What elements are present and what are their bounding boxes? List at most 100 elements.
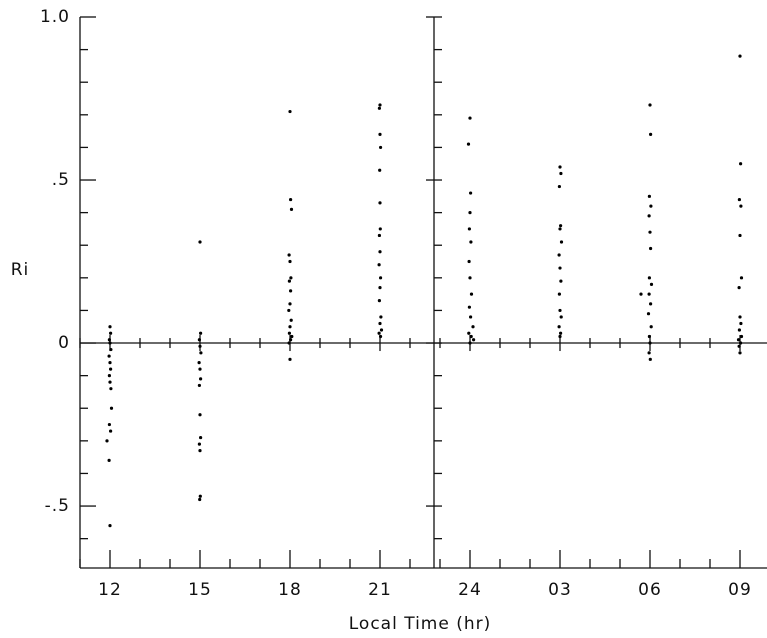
point [646,312,651,316]
point [289,318,293,322]
point [647,334,652,339]
point [378,201,382,205]
point [736,338,741,342]
point [649,325,653,329]
point [109,387,113,391]
point [647,214,651,218]
point [197,338,201,342]
point [289,289,293,293]
point [108,341,112,345]
point [557,325,561,329]
point [289,276,293,280]
x-tick-label: 03 [548,580,572,600]
point [107,422,111,427]
point [379,334,383,339]
point [109,347,113,352]
point [377,233,381,238]
point [108,380,112,384]
point [378,227,382,231]
point [379,276,383,280]
point [107,338,111,342]
point [559,315,563,319]
point [469,334,473,339]
point [198,367,202,371]
point [108,325,112,329]
point [378,250,382,254]
point [559,171,563,176]
point [739,276,744,280]
x-axis-label: Local Time (hr) [349,614,492,634]
point [378,168,382,172]
point [557,292,562,296]
point [739,204,743,208]
point [288,325,292,329]
point [199,435,203,440]
point [198,413,202,417]
point [639,292,643,296]
point [109,406,114,410]
y-tick-label: 0 [58,333,70,353]
point [377,106,381,110]
point [648,230,652,234]
y-tick-label: -.5 [45,496,70,516]
point [107,458,111,463]
point [467,305,471,309]
point [737,344,741,348]
point [558,227,562,231]
point [288,109,292,114]
point [199,351,203,355]
point [469,292,474,296]
point [379,328,384,332]
point [199,331,203,335]
point [105,439,109,443]
point [289,197,293,202]
point [648,103,652,107]
point [559,331,563,335]
point [198,240,202,244]
point [647,276,652,280]
point [737,328,742,332]
point [378,286,382,290]
point [197,360,201,365]
point [738,233,742,238]
point [739,162,743,166]
point [467,331,471,335]
point [197,442,201,446]
point [557,253,561,257]
point [379,145,383,150]
point [287,331,291,335]
point [198,344,202,348]
point [471,325,475,329]
x-tick-label: 09 [728,580,752,600]
point [468,116,472,120]
point [467,227,471,231]
point [379,315,383,319]
point [468,211,472,215]
point [108,360,112,365]
point [558,266,562,270]
point [647,351,651,355]
point [738,315,742,319]
point [107,354,111,358]
point [109,331,113,335]
point [648,341,652,345]
y-tick-label: 1.0 [40,7,70,27]
point [287,279,291,283]
x-tick-label: 18 [278,580,302,600]
point [649,246,653,251]
point [378,132,382,136]
point [377,299,381,303]
point [738,351,742,355]
point [377,331,381,335]
point [109,429,113,433]
point [737,286,741,290]
point [198,449,202,453]
point [647,194,652,198]
point [378,103,382,107]
point [649,302,653,306]
point [468,341,472,345]
y-tick-label: .5 [52,170,70,190]
point [467,259,471,264]
point [289,207,294,211]
point [288,259,292,264]
